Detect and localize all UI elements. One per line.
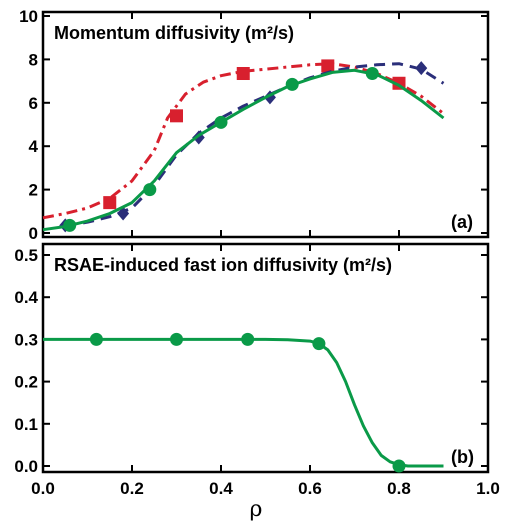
x-axis-label: ρ — [250, 497, 263, 522]
panel-a: 0 2 4 6 8 10 Momentum diffusivity (m²/s) (a) — [19, 7, 490, 243]
panel-b-ytick-label-1: 0.1 — [14, 415, 38, 434]
x-tick-label-0: 0.0 — [31, 479, 55, 498]
panel-b-series-0-line — [43, 337, 444, 468]
panel-b-title: RSAE-induced fast ion diffusivity (m²/s) — [54, 255, 392, 275]
panel-b-label: (b) — [451, 447, 474, 467]
x-tick-label-5: 1.0 — [476, 479, 500, 498]
panel-a-series-2-marker-0 — [63, 218, 77, 232]
panel-b-series-0-marker-0 — [89, 332, 103, 346]
x-tick-label-2: 0.4 — [209, 479, 233, 498]
panel-a-series-1-line — [65, 62, 445, 227]
panel-a-series-0-marker-2 — [236, 67, 250, 81]
panel-b-ytick-label-3: 0.3 — [14, 330, 38, 349]
x-axis: 0.0 0.2 0.4 0.6 0.8 1.0 — [31, 479, 500, 498]
panel-a-ytick-label-0: 0 — [29, 224, 38, 243]
panel-a-series-2-marker-2 — [214, 115, 228, 129]
panel-a-series-0-marker-0 — [103, 196, 117, 210]
panel-a-series-0-marker-3 — [321, 59, 335, 73]
panel-b-series-0-marker-2 — [241, 332, 255, 346]
panel-a-ytick-label-1: 2 — [29, 181, 38, 200]
panel-a-series — [42, 59, 445, 233]
panel-b-ytick-label-0: 0.0 — [14, 457, 38, 476]
panel-a-label: (a) — [451, 212, 473, 232]
panel-a-ticks: 0 2 4 6 8 10 — [19, 7, 489, 243]
panel-b-series-0-marker-1 — [170, 332, 183, 346]
panel-a-series-2-marker-1 — [143, 183, 157, 197]
panel-a-series-0-line — [42, 62, 445, 220]
panel-a-ytick-label-5: 10 — [19, 7, 38, 26]
panel-b-series-0-marker-3 — [312, 337, 326, 351]
panel-a-frame — [41, 10, 490, 239]
panel-b: 0.0 0.1 0.2 0.3 0.4 0.5 RSAE-induced fast ion… — [14, 242, 490, 476]
x-tick-label-1: 0.2 — [120, 479, 144, 498]
panel-a-series-2-line — [42, 68, 445, 232]
panel-b-series — [43, 332, 444, 473]
panel-b-series-0-marker-4 — [392, 459, 406, 473]
x-tick-label-3: 0.6 — [298, 479, 322, 498]
panel-a-series-0-marker-1 — [170, 109, 183, 123]
panel-a-series-2-marker-3 — [285, 77, 299, 91]
panel-a-ytick-label-3: 6 — [29, 94, 38, 113]
panel-a-ytick-label-4: 8 — [29, 50, 38, 69]
panel-b-frame — [41, 242, 490, 474]
panel-a-ytick-label-2: 4 — [29, 137, 39, 156]
panel-b-ytick-label-5: 0.5 — [14, 246, 38, 265]
x-tick-label-4: 0.8 — [387, 479, 411, 498]
panel-a-series-2-marker-4 — [365, 67, 379, 81]
panel-a-title: Momentum diffusivity (m²/s) — [54, 23, 294, 43]
panel-b-ytick-label-4: 0.4 — [14, 288, 38, 307]
panel-b-ytick-label-2: 0.2 — [14, 373, 38, 392]
panel-b-ticks: 0.0 0.1 0.2 0.3 0.4 0.5 — [14, 244, 489, 476]
panel-a-series-1-marker-4 — [415, 61, 428, 76]
